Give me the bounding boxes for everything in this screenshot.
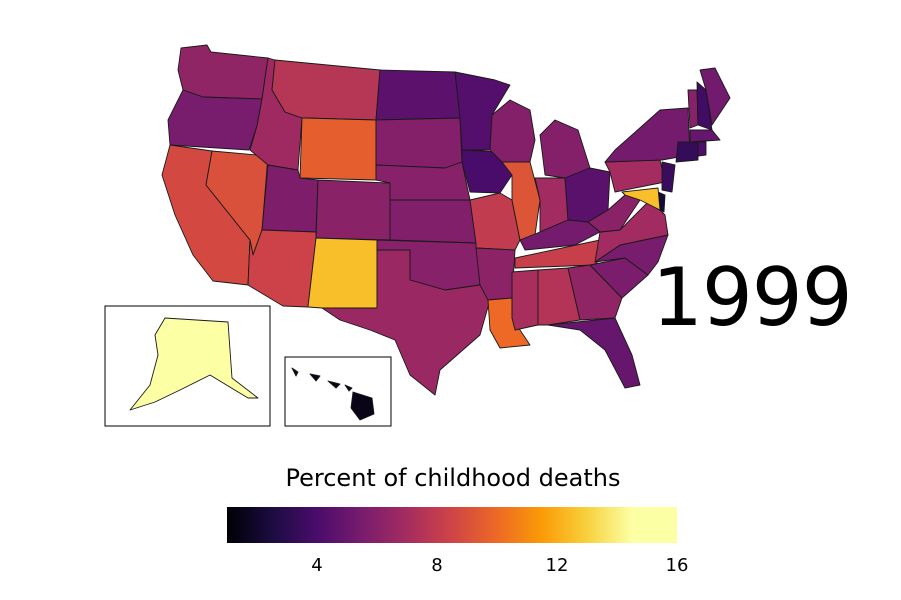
state-nebraska [375, 161, 471, 201]
state-maryland [621, 187, 661, 211]
state-texas [321, 249, 491, 396]
state-pennsylvania [604, 159, 666, 193]
state-hawaii [291, 367, 375, 421]
state-connecticut [675, 141, 699, 163]
state-new-mexico [307, 237, 378, 309]
state-kansas [389, 199, 477, 244]
state-virginia [594, 199, 669, 263]
colorbar-tick-label: 16 [665, 555, 689, 576]
state-montana [271, 59, 381, 121]
state-oregon [167, 89, 263, 151]
state-arizona [247, 229, 317, 308]
state-florida [547, 317, 641, 389]
state-alabama [537, 267, 581, 326]
state-michigan [539, 119, 591, 179]
state-rhode-island [697, 141, 707, 157]
colorbar-tick-label: 12 [545, 555, 569, 576]
state-new-jersey [661, 161, 676, 193]
state-mississippi [511, 269, 539, 331]
state-alaska [129, 317, 259, 411]
hawaii-inset-frame [284, 356, 392, 427]
colorbar-title: Percent of childhood deaths [285, 464, 621, 492]
state-georgia [567, 264, 623, 321]
state-wisconsin [489, 99, 536, 163]
state-missouri [469, 192, 521, 251]
state-north-dakota [375, 69, 461, 121]
colorbar [227, 507, 677, 543]
state-vermont [687, 89, 699, 129]
year-label: 1999 [652, 251, 853, 344]
state-washington [177, 44, 269, 100]
state-maine [699, 67, 731, 126]
colorbar-tick-label: 8 [431, 555, 443, 576]
colorbar-ticks: 4 8 12 16 [227, 555, 688, 579]
state-massachusetts [689, 129, 721, 143]
state-wyoming [299, 117, 377, 181]
state-south-dakota [375, 117, 463, 169]
colorbar-tick-label: 4 [311, 555, 323, 576]
alaska-inset-frame [104, 305, 271, 427]
state-colorado [315, 179, 391, 241]
